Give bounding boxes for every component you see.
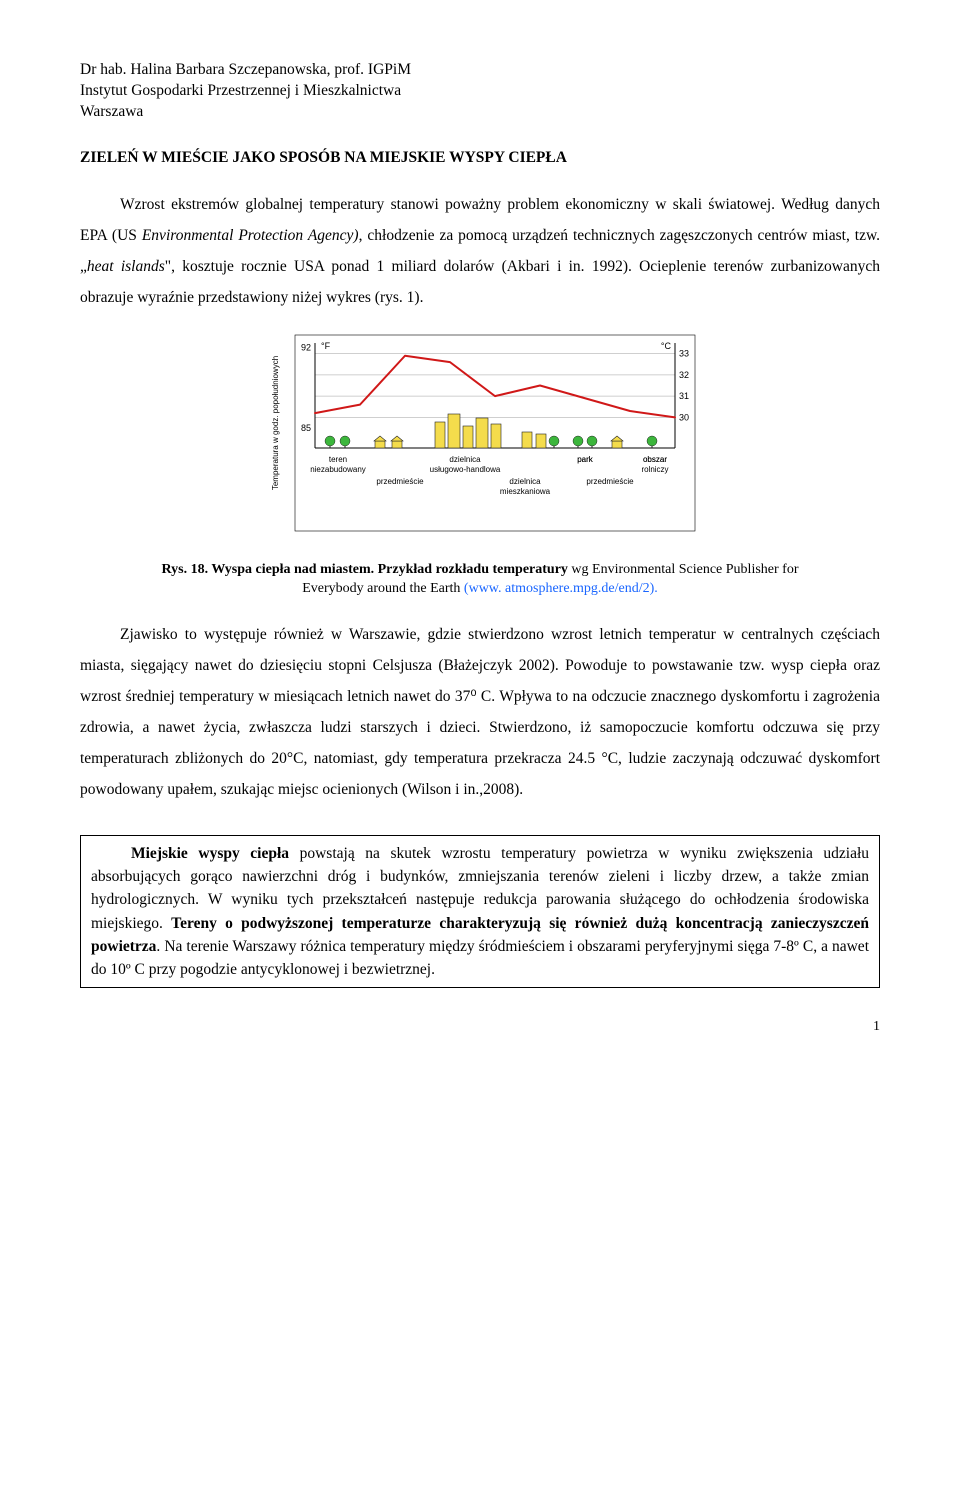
svg-text:dzielnica: dzielnica <box>509 477 541 486</box>
svg-text:°F: °F <box>321 341 331 351</box>
box-lead: Miejskie wyspy ciepła <box>131 845 300 862</box>
svg-text:dzielnica: dzielnica <box>449 455 481 464</box>
svg-text:85: 85 <box>301 423 311 433</box>
page-title: ZIELEŃ W MIEŚCIE JAKO SPOSÓB NA MIEJSKIE… <box>80 148 880 169</box>
chart-caption: Rys. 18. Wyspa ciepła nad miastem. Przyk… <box>140 560 820 599</box>
institute-line: Instytut Gospodarki Przestrzennej i Mies… <box>80 81 880 102</box>
paragraph-2: Zjawisko to występuje również w Warszawi… <box>80 619 880 805</box>
svg-text:33: 33 <box>679 348 689 358</box>
svg-text:teren: teren <box>329 455 347 464</box>
svg-text:°C: °C <box>661 341 672 351</box>
para1-text-e: ", kosztuje rocznie USA ponad 1 miliard … <box>80 258 880 306</box>
svg-text:przedmieście: przedmieście <box>586 477 634 486</box>
svg-text:obszar: obszar <box>643 455 667 464</box>
temperature-chart: Temperatura w godz. popołudniowych °F °C 30… <box>260 333 700 540</box>
caption-link: (www. atmosphere.mpg.de/end/2). <box>464 581 658 596</box>
svg-text:92: 92 <box>301 342 311 352</box>
svg-text:32: 32 <box>679 370 689 380</box>
page-number: 1 <box>80 1018 880 1037</box>
highlight-box: Miejskie wyspy ciepła powstają na skutek… <box>80 835 880 989</box>
para1-italic-2: heat islands <box>87 258 165 275</box>
svg-text:przedmieście: przedmieście <box>376 477 424 486</box>
svg-text:rolniczy: rolniczy <box>641 465 668 474</box>
caption-lead: Rys. 18. Wyspa ciepła nad miastem. Przyk… <box>162 562 572 577</box>
svg-text:park: park <box>577 455 594 464</box>
svg-text:31: 31 <box>679 391 689 401</box>
box-body-2: . Na terenie Warszawy różnica temperatur… <box>91 938 869 978</box>
svg-text:30: 30 <box>679 412 689 422</box>
svg-text:usługowo-handlowa: usługowo-handlowa <box>430 465 501 474</box>
para1-italic-1: Environmental Protection Agency) <box>142 227 359 244</box>
svg-text:niezabudowany: niezabudowany <box>310 465 366 474</box>
city-line: Warszawa <box>80 102 880 123</box>
chart-svg: Temperatura w godz. popołudniowych °F °C 30… <box>260 333 700 533</box>
svg-text:mieszkaniowa: mieszkaniowa <box>500 487 551 496</box>
author-line: Dr hab. Halina Barbara Szczepanowska, pr… <box>80 60 880 81</box>
paragraph-1: Wzrost ekstremów globalnej temperatury s… <box>80 189 880 313</box>
svg-text:Temperatura w godz. popołudnio: Temperatura w godz. popołudniowych <box>271 356 280 490</box>
